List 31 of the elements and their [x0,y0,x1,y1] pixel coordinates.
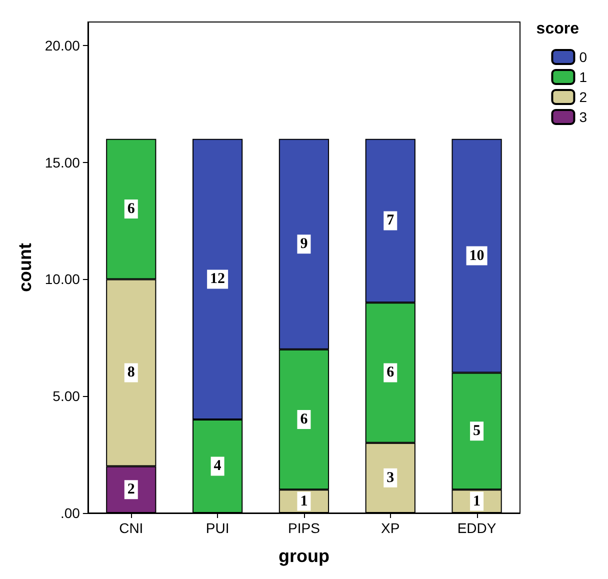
x-tick-label: EDDY [457,520,497,536]
y-tick-label: 5.00 [52,388,80,404]
y-tick-label: 15.00 [44,154,80,170]
y-tick-label: .00 [60,505,80,521]
data-label: 3 [386,470,394,486]
x-axis-title: group [278,546,330,566]
legend-label: 0 [579,49,588,65]
y-axis-title: count [15,243,35,292]
x-tick-label: CNI [119,520,144,536]
data-label: 5 [473,423,481,440]
y-tick-label: 20.00 [44,37,80,54]
data-label: 1 [300,493,308,510]
data-label: 8 [127,364,135,381]
data-label: 6 [300,411,308,428]
data-label: 6 [127,201,136,218]
data-label: 1 [473,493,481,510]
data-label: 7 [386,212,395,229]
data-label: 2 [127,482,135,498]
data-label: 12 [210,271,226,288]
legend-label: 3 [579,109,588,125]
data-label: 6 [386,364,395,381]
data-label: 4 [214,458,222,474]
x-tick-label: PIPS [288,520,320,536]
x-tick-label: PUI [206,520,230,536]
legend-label: 2 [579,89,588,105]
legend-title: score [536,20,580,38]
y-tick-label: 10.00 [44,271,80,288]
data-label: 9 [300,236,308,252]
x-tick-label: XP [381,520,400,536]
data-label: 10 [469,248,484,264]
legend-label: 1 [579,69,588,85]
